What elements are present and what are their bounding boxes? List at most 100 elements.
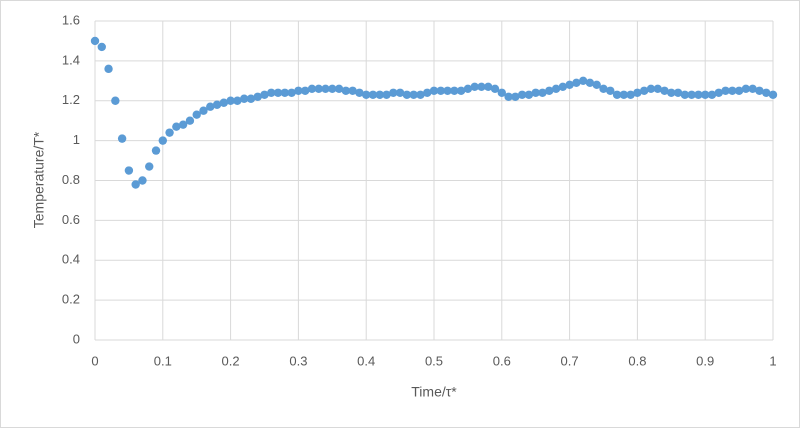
data-point bbox=[592, 80, 601, 90]
data-point bbox=[558, 82, 568, 91]
data-point bbox=[334, 84, 344, 93]
data-point bbox=[734, 86, 744, 95]
data-point bbox=[551, 84, 561, 93]
data-point bbox=[768, 90, 778, 99]
data-point bbox=[233, 96, 242, 105]
y-tick-label: 0 bbox=[73, 331, 80, 346]
data-point bbox=[416, 90, 425, 99]
data-point bbox=[362, 90, 371, 99]
data-point bbox=[538, 88, 547, 97]
data-point bbox=[741, 84, 751, 93]
data-point bbox=[273, 88, 283, 97]
data-point bbox=[545, 86, 554, 95]
data-point bbox=[633, 88, 642, 97]
data-point bbox=[253, 92, 262, 101]
data-point bbox=[382, 90, 391, 99]
data-point bbox=[490, 84, 500, 93]
data-point bbox=[531, 88, 540, 97]
data-point bbox=[680, 90, 690, 99]
data-point bbox=[287, 88, 296, 97]
data-point bbox=[606, 86, 615, 95]
data-point bbox=[104, 64, 113, 74]
data-point bbox=[646, 84, 656, 93]
data-point bbox=[111, 96, 120, 105]
data-point bbox=[206, 102, 215, 111]
data-point bbox=[280, 88, 290, 97]
y-axis-label: Temperature/T* bbox=[31, 131, 47, 228]
y-tick-label: 0.2 bbox=[62, 292, 80, 307]
y-tick-label: 1.6 bbox=[62, 12, 80, 27]
data-point bbox=[578, 76, 588, 86]
y-tick-label: 0.6 bbox=[62, 212, 80, 227]
data-point bbox=[707, 90, 717, 99]
data-point bbox=[395, 88, 405, 97]
data-point bbox=[477, 82, 486, 91]
data-point bbox=[368, 90, 378, 99]
data-point bbox=[470, 82, 479, 91]
data-point bbox=[728, 86, 737, 95]
data-point bbox=[456, 86, 466, 95]
y-tick-label: 1 bbox=[73, 132, 80, 147]
data-point bbox=[185, 116, 195, 125]
data-point bbox=[748, 84, 757, 93]
data-point bbox=[653, 84, 662, 93]
data-point bbox=[714, 88, 723, 97]
data-point bbox=[626, 90, 635, 99]
data-point bbox=[612, 90, 622, 99]
data-point bbox=[721, 86, 730, 95]
data-point bbox=[436, 86, 445, 95]
y-tick-label: 1.4 bbox=[62, 52, 80, 67]
data-point bbox=[443, 86, 452, 95]
data-point bbox=[524, 90, 534, 99]
data-point bbox=[660, 86, 669, 95]
data-point bbox=[260, 90, 269, 99]
data-point bbox=[504, 92, 513, 101]
data-point bbox=[694, 90, 703, 99]
data-point bbox=[463, 84, 473, 93]
x-tick-label: 0.2 bbox=[222, 353, 240, 368]
data-point bbox=[673, 88, 683, 97]
data-point bbox=[639, 86, 649, 95]
data-point bbox=[124, 166, 134, 175]
x-tick-label: 0.9 bbox=[696, 353, 714, 368]
x-tick-label: 1 bbox=[769, 353, 776, 368]
data-point bbox=[199, 106, 208, 115]
x-tick-label: 0 bbox=[91, 353, 98, 368]
x-tick-label: 0.7 bbox=[561, 353, 579, 368]
data-point bbox=[619, 90, 629, 99]
x-tick-label: 0.6 bbox=[493, 353, 511, 368]
data-point bbox=[701, 90, 710, 99]
data-point bbox=[90, 36, 100, 46]
data-point bbox=[321, 84, 330, 93]
data-point bbox=[138, 176, 147, 185]
data-point bbox=[450, 86, 459, 95]
data-point bbox=[145, 162, 154, 171]
data-point bbox=[151, 146, 161, 155]
data-point bbox=[117, 134, 127, 143]
data-point bbox=[402, 90, 412, 99]
data-point bbox=[165, 128, 174, 137]
x-tick-label: 0.4 bbox=[357, 353, 375, 368]
y-tick-label: 1.2 bbox=[62, 92, 80, 107]
data-point bbox=[687, 90, 696, 99]
data-point bbox=[158, 136, 167, 145]
y-tick-label: 0.8 bbox=[62, 172, 80, 187]
x-axis-label: Time/τ* bbox=[411, 384, 457, 400]
data-point bbox=[599, 84, 608, 93]
data-point bbox=[389, 88, 398, 97]
x-tick-label: 0.1 bbox=[154, 353, 172, 368]
data-point bbox=[300, 86, 310, 95]
data-point bbox=[355, 88, 364, 97]
data-point bbox=[572, 78, 581, 88]
data-point bbox=[762, 88, 771, 97]
data-point bbox=[375, 90, 384, 99]
data-point bbox=[565, 80, 574, 90]
data-point bbox=[667, 88, 676, 97]
data-point bbox=[226, 96, 235, 105]
data-point bbox=[219, 98, 229, 107]
data-point bbox=[267, 88, 276, 97]
data-point bbox=[212, 100, 222, 109]
data-point bbox=[246, 94, 256, 103]
